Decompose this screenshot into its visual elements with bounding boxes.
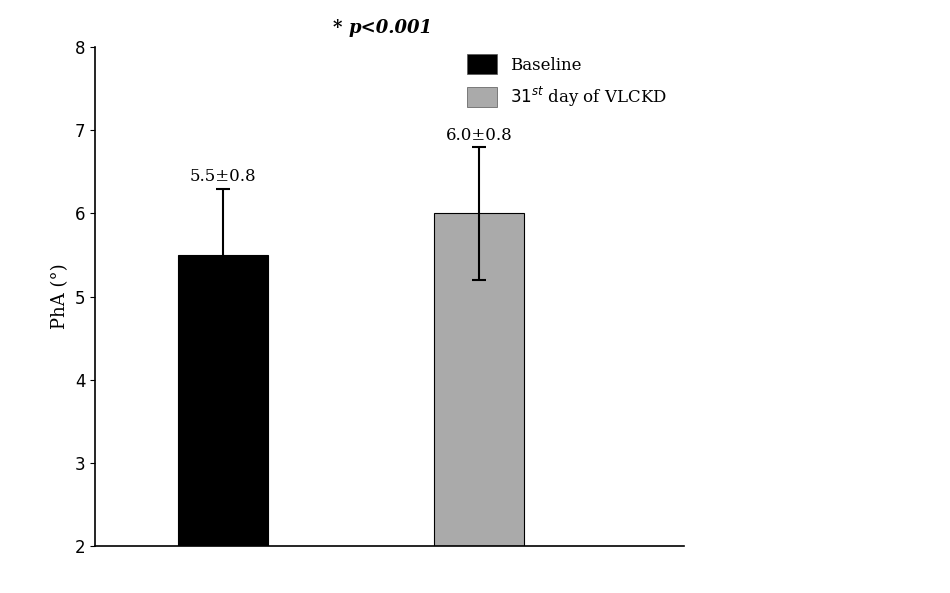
Bar <box>179 255 268 546</box>
Legend: Baseline, $31^{st}$ day of VLCKD: Baseline, $31^{st}$ day of VLCKD <box>459 46 675 117</box>
Y-axis label: PhA (°): PhA (°) <box>51 264 69 329</box>
Text: p<0.001: p<0.001 <box>349 20 432 37</box>
Text: 6.0±0.8: 6.0±0.8 <box>446 127 512 144</box>
Text: *: * <box>333 20 342 37</box>
Bar <box>434 213 524 546</box>
Text: 5.5±0.8: 5.5±0.8 <box>190 168 256 185</box>
